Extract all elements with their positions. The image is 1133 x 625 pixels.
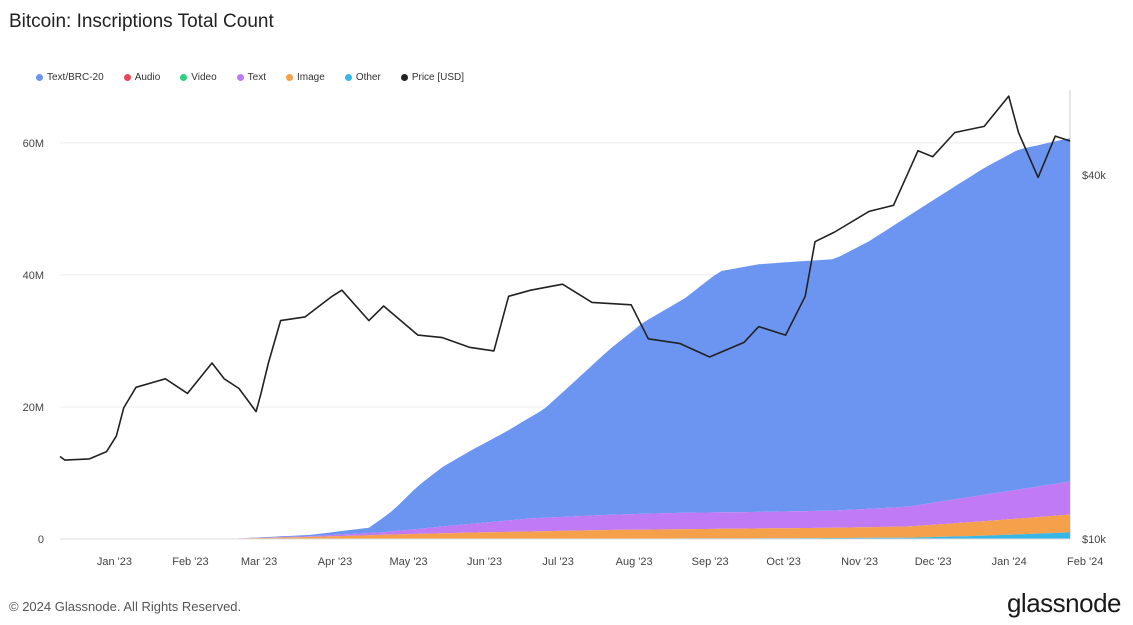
legend-item[interactable]: Text/BRC-20 bbox=[36, 72, 104, 83]
legend-dot-icon bbox=[236, 74, 244, 81]
price-line bbox=[59, 95, 1071, 461]
legend-item[interactable]: Video bbox=[180, 72, 217, 83]
x-tick-label: Apr '23 bbox=[318, 556, 353, 568]
legend-dot-icon bbox=[286, 74, 294, 81]
area-other bbox=[60, 532, 1070, 539]
x-tick-label: Jan '24 bbox=[992, 556, 1027, 568]
legend-item[interactable]: Text bbox=[236, 72, 267, 83]
legend-dot-icon bbox=[400, 74, 408, 81]
y-left-tick-label: 20M bbox=[23, 402, 44, 414]
y-left-tick-label: 60M bbox=[23, 138, 44, 150]
x-tick-label: Nov '23 bbox=[841, 556, 878, 568]
area-text-brc-20 bbox=[60, 138, 1070, 539]
legend-label: Text bbox=[247, 72, 267, 83]
legend-label: Audio bbox=[134, 72, 161, 83]
x-tick-label: Mar '23 bbox=[241, 556, 277, 568]
legend-item[interactable]: Audio bbox=[123, 72, 161, 83]
x-tick-label: May '23 bbox=[389, 556, 427, 568]
x-tick-label: Dec '23 bbox=[915, 556, 952, 568]
x-tick-label: Feb '24 bbox=[1067, 556, 1103, 568]
legend-label: Price [USD] bbox=[411, 72, 465, 83]
x-tick-label: Jul '23 bbox=[542, 556, 573, 568]
legend-item[interactable]: Price [USD] bbox=[400, 72, 465, 83]
x-tick-label: Oct '23 bbox=[766, 556, 801, 568]
x-tick-label: Feb '23 bbox=[172, 556, 208, 568]
x-tick-label: Jun '23 bbox=[467, 556, 502, 568]
area-text bbox=[60, 481, 1070, 539]
legend-label: Other bbox=[355, 72, 381, 83]
chart-legend: Text/BRC-20 Audio Video Text Image Other Price… bbox=[36, 72, 484, 83]
y-right-tick-label: $10k bbox=[1082, 534, 1106, 546]
legend-dot-icon bbox=[36, 74, 43, 81]
y-right-tick-label: $40k bbox=[1082, 170, 1106, 182]
legend-label: Video bbox=[191, 72, 217, 83]
chart-title: Bitcoin: Inscriptions Total Count bbox=[9, 11, 274, 32]
legend-dot-icon bbox=[180, 74, 188, 81]
x-tick-label: Jan '23 bbox=[97, 556, 132, 568]
area-image bbox=[60, 514, 1070, 539]
legend-label: Image bbox=[297, 72, 325, 83]
x-tick-label: Sep '23 bbox=[692, 556, 729, 568]
legend-dot-icon bbox=[123, 74, 131, 81]
brand-logo-text: glassnode bbox=[1006, 588, 1122, 618]
y-left-tick-label: 40M bbox=[23, 270, 44, 282]
x-tick-label: Aug '23 bbox=[616, 556, 653, 568]
legend-dot-icon bbox=[344, 74, 352, 81]
legend-label: Text/BRC-20 bbox=[47, 72, 104, 83]
y-left-tick-label: 0 bbox=[38, 534, 44, 546]
copyright-text: © 2024 Glassnode. All Rights Reserved. bbox=[9, 599, 242, 614]
legend-item[interactable]: Image bbox=[286, 72, 325, 83]
legend-item[interactable]: Other bbox=[344, 72, 381, 83]
